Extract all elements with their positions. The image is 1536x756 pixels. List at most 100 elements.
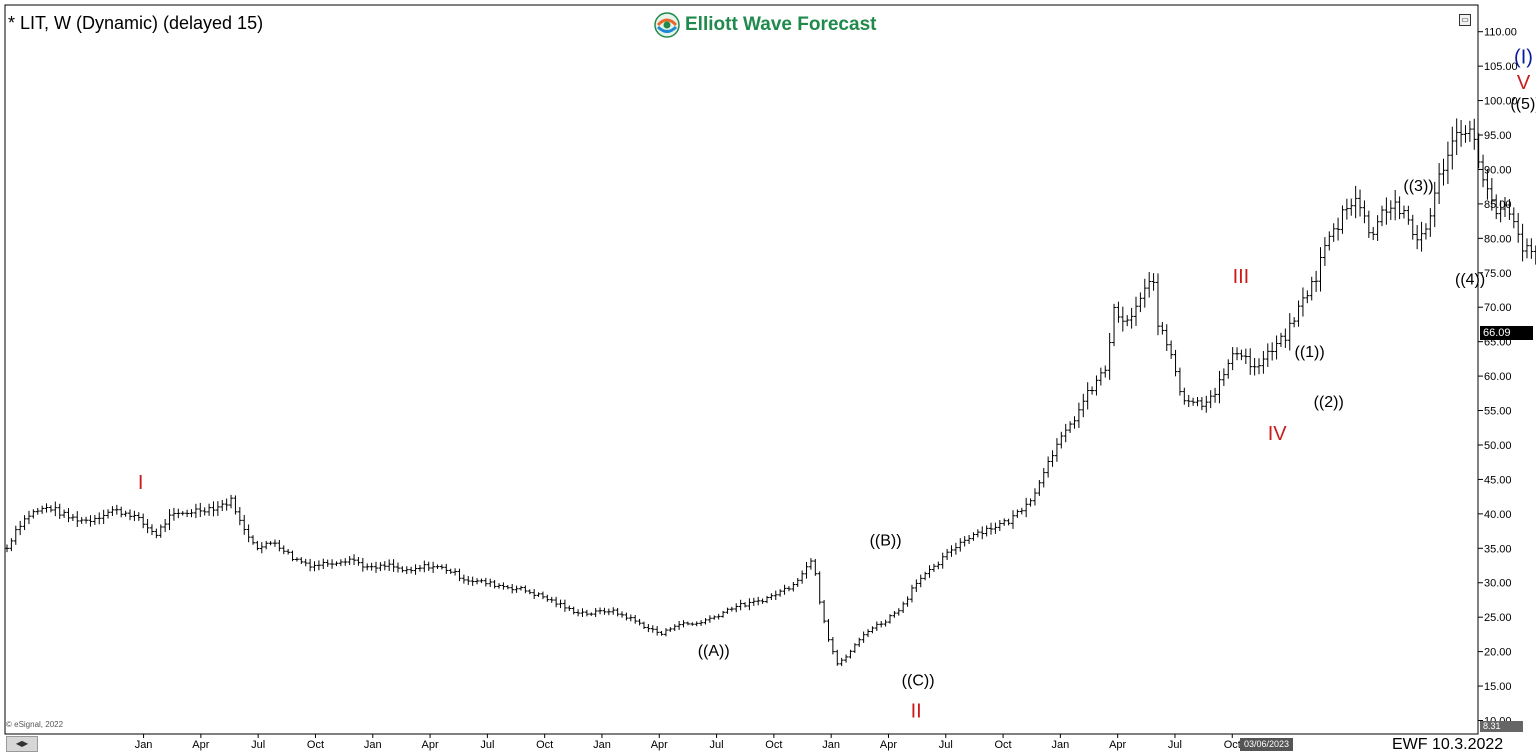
price-bar — [220, 499, 225, 512]
price-bar — [1450, 126, 1455, 170]
y-tick-label: 55.00 — [1484, 406, 1512, 418]
price-bar — [202, 507, 207, 516]
price-bar — [567, 605, 572, 611]
price-bar — [1160, 321, 1165, 335]
price-bar — [1393, 190, 1398, 221]
price-bar — [1494, 194, 1499, 220]
price-bar — [1257, 358, 1262, 375]
price-bar — [422, 560, 427, 573]
wave-labels-layer: I((A))((B))((C))IIIII((1))((2))IV((3))((… — [138, 46, 1536, 722]
price-bar — [132, 510, 137, 522]
price-bar — [334, 561, 339, 567]
price-bar — [993, 522, 998, 534]
price-bar — [497, 583, 502, 589]
y-tick-label: 20.00 — [1484, 647, 1512, 659]
price-bar — [88, 515, 93, 527]
price-bar — [1252, 357, 1257, 376]
scroll-left-button[interactable]: ◀▶ — [6, 736, 38, 752]
price-bar — [431, 561, 436, 573]
price-bar — [1401, 205, 1406, 219]
price-bar — [1239, 349, 1244, 361]
price-bar — [813, 558, 818, 576]
price-bar — [453, 568, 458, 576]
price-bar — [857, 637, 862, 647]
price-bar — [1300, 287, 1305, 317]
price-bar — [369, 562, 374, 571]
time-axis-date-marker: 03/06/2023 — [1240, 738, 1294, 751]
price-bar — [558, 599, 563, 609]
price-bar — [690, 622, 695, 626]
price-bar — [1344, 198, 1349, 220]
price-bar — [545, 594, 550, 602]
price-bar — [470, 576, 475, 586]
x-tick-label: Apr — [1109, 739, 1126, 751]
price-bar — [136, 512, 141, 521]
price-bar — [598, 607, 603, 615]
price-bar — [281, 545, 286, 555]
price-bar — [1261, 350, 1266, 374]
price-bar — [1371, 227, 1376, 241]
price-bar — [1204, 395, 1209, 413]
price-bar — [1353, 185, 1358, 219]
price-bar — [589, 612, 594, 616]
price-bar — [1507, 199, 1512, 220]
price-bar — [110, 506, 115, 517]
wave-label: ((4)) — [1455, 272, 1485, 289]
price-bar — [659, 630, 664, 636]
price-bar — [971, 532, 976, 541]
price-bar — [1410, 214, 1415, 240]
price-bar — [1094, 375, 1099, 396]
price-bar — [905, 596, 910, 607]
price-bar — [1511, 207, 1516, 229]
price-bar — [444, 563, 449, 574]
price-bar — [1116, 301, 1121, 323]
price-bar — [360, 557, 365, 572]
price-bar — [791, 581, 796, 592]
price-bar — [580, 608, 585, 617]
price-bar — [923, 571, 928, 581]
price-bar — [26, 510, 31, 525]
y-tick-label: 70.00 — [1484, 302, 1512, 314]
price-bar — [158, 524, 163, 538]
price-bar — [198, 502, 203, 518]
price-bar — [101, 509, 106, 524]
y-tick-label: 105.00 — [1484, 61, 1518, 73]
price-bar — [242, 515, 247, 535]
price-bar — [1498, 200, 1503, 223]
x-tick-label: Oct — [765, 739, 782, 751]
price-bar — [356, 557, 361, 566]
y-tick-label: 50.00 — [1484, 440, 1512, 452]
x-tick-label: Oct — [995, 739, 1012, 751]
price-bar — [53, 501, 58, 517]
wave-label: ((1)) — [1294, 344, 1324, 361]
y-tick-label: 90.00 — [1484, 164, 1512, 176]
price-bar — [602, 607, 607, 615]
price-bar — [1388, 200, 1393, 221]
price-bar — [343, 558, 348, 566]
price-bar — [835, 649, 840, 666]
price-bar — [826, 619, 831, 642]
price-bar — [1481, 154, 1486, 188]
brand-logo: Elliott Wave Forecast — [654, 12, 876, 38]
price-bar — [1524, 238, 1529, 259]
price-bar — [461, 574, 466, 584]
price-bar — [70, 513, 75, 522]
price-bar — [1309, 276, 1314, 301]
price-bar — [1318, 247, 1323, 292]
price-bar — [593, 608, 598, 618]
price-bar — [18, 520, 23, 536]
price-bar — [1085, 382, 1090, 410]
price-bar — [1142, 278, 1147, 308]
price-bar — [409, 566, 414, 574]
price-bar — [1002, 518, 1007, 526]
restore-window-icon[interactable]: ▭ — [1459, 14, 1471, 26]
wave-label: ((5)) — [1510, 96, 1536, 113]
price-bar — [1340, 205, 1345, 234]
price-bar — [229, 494, 234, 509]
price-bar — [114, 504, 119, 515]
price-bar — [316, 560, 321, 571]
price-bar — [1380, 205, 1385, 227]
price-bar — [967, 534, 972, 544]
price-bar — [685, 621, 690, 626]
